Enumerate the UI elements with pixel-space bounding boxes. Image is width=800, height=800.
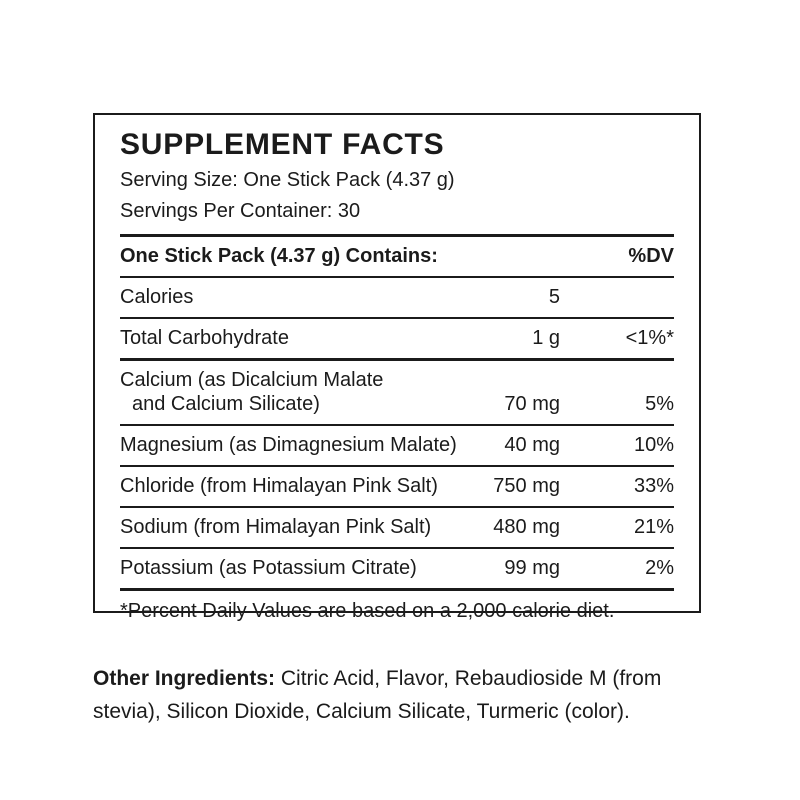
- nutrient-dv: 21%: [633, 516, 674, 538]
- nutrient-name: Chloride (from Himalayan Pink Salt): [120, 475, 438, 497]
- nutrient-amount: 99 mg: [504, 557, 560, 579]
- nutrient-name: Sodium (from Himalayan Pink Salt): [120, 516, 432, 538]
- table-row-potassium: Potassium (as Potassium Citrate) 99 mg 2…: [120, 549, 674, 588]
- table-row-total-carbohydrate: Total Carbohydrate 1 g <1%*: [120, 319, 674, 361]
- daily-value-footnote: *Percent Daily Values are based on a 2,0…: [120, 600, 615, 622]
- nutrient-dv: 33%: [633, 475, 674, 497]
- nutrient-name: Calories: [120, 286, 194, 308]
- other-ingredients-text: Citric Acid, Flavor, Rebaudioside M (fro…: [93, 667, 662, 723]
- table-header-row: One Stick Pack (4.37 g) Contains: %DV: [120, 237, 674, 278]
- nutrient-dv: 10%: [633, 434, 674, 456]
- table-row-calories: Calories 5: [120, 278, 674, 319]
- supplement-facts-panel: SUPPLEMENT FACTS Serving Size: One Stick…: [93, 113, 701, 622]
- table-row-calcium: Calcium (as Dicalcium Malate and Calcium …: [120, 361, 674, 426]
- table-row-magnesium: Magnesium (as Dimagnesium Malate) 40 mg …: [120, 426, 674, 467]
- nutrient-name: Calcium (as Dicalcium Malate and Calcium …: [120, 369, 384, 415]
- nutrient-dv: 2%: [645, 557, 674, 579]
- nutrient-name: Total Carbohydrate: [120, 327, 289, 349]
- nutrient-dv: <1%*: [625, 327, 674, 349]
- panel-title: SUPPLEMENT FACTS: [120, 128, 445, 161]
- servings-per-container-line: Servings Per Container: 30: [120, 200, 361, 222]
- other-ingredients-label: Other Ingredients:: [93, 667, 276, 690]
- nutrient-name: Magnesium (as Dimagnesium Malate): [120, 434, 457, 456]
- serving-size-line: Serving Size: One Stick Pack (4.37 g): [120, 169, 455, 191]
- table-row-sodium: Sodium (from Himalayan Pink Salt) 480 mg…: [120, 508, 674, 549]
- nutrient-amount: 750 mg: [493, 475, 560, 497]
- nutrient-amount: 70 mg: [504, 393, 560, 415]
- nutrient-amount: 40 mg: [504, 434, 560, 456]
- nutrient-amount: 480 mg: [493, 516, 560, 538]
- divider-thick-top: [120, 234, 674, 237]
- nutrient-amount: 1 g: [532, 327, 560, 349]
- nutrient-dv: 5%: [645, 393, 674, 415]
- nutrient-amount: 5: [548, 286, 560, 308]
- other-ingredients-paragraph: Other Ingredients: Citric Acid, Flavor, …: [93, 662, 717, 728]
- table-header-dv: %DV: [628, 245, 674, 267]
- table-row-chloride: Chloride (from Himalayan Pink Salt) 750 …: [120, 467, 674, 508]
- table-header-contains: One Stick Pack (4.37 g) Contains:: [120, 245, 438, 267]
- divider-thick-footnote: [120, 588, 674, 591]
- nutrient-name: Potassium (as Potassium Citrate): [120, 557, 417, 579]
